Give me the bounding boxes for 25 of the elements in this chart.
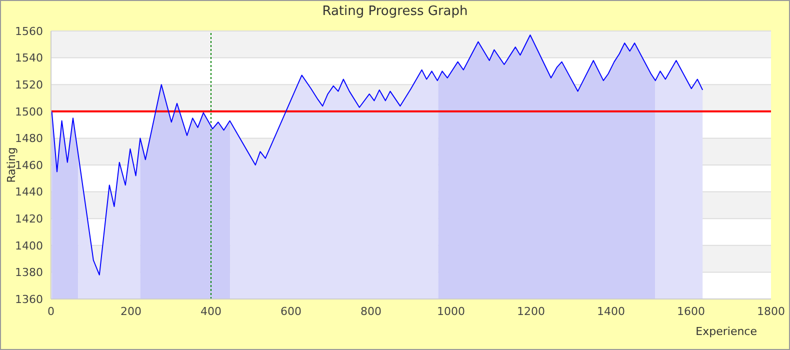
x-tick-label: 1800 — [757, 304, 785, 318]
y-tick-label: 1360 — [15, 292, 43, 306]
x-tick-label: 0 — [48, 304, 54, 318]
x-tick-label: 400 — [200, 304, 222, 318]
x-tick-label: 800 — [360, 304, 382, 318]
y-tick-label: 1480 — [15, 132, 43, 146]
line-series — [51, 34, 704, 276]
y-tick-label: 1520 — [15, 78, 43, 92]
y-tick-label: 1460 — [15, 158, 43, 172]
x-tick-label: 1000 — [437, 304, 465, 318]
x-tick-label: 200 — [120, 304, 142, 318]
x-axis-title: Experience — [696, 325, 758, 338]
y-tick-label: 1380 — [15, 266, 43, 280]
y-tick-label: 1400 — [15, 239, 43, 252]
x-tick-label: 1200 — [517, 304, 545, 318]
y-tick-label: 1500 — [15, 105, 43, 118]
y-tick-label: 1420 — [15, 212, 43, 226]
y-axis-title: Rating — [4, 147, 18, 183]
x-tick-label: 600 — [280, 304, 302, 318]
y-tick-label: 1440 — [15, 186, 43, 199]
x-tick-label: 1400 — [597, 304, 625, 318]
x-tick-label: 1600 — [677, 304, 705, 318]
chart-title: Rating Progress Graph — [321, 4, 469, 19]
y-tick-label: 1560 — [15, 24, 43, 38]
y-tick-label: 1540 — [15, 52, 43, 65]
